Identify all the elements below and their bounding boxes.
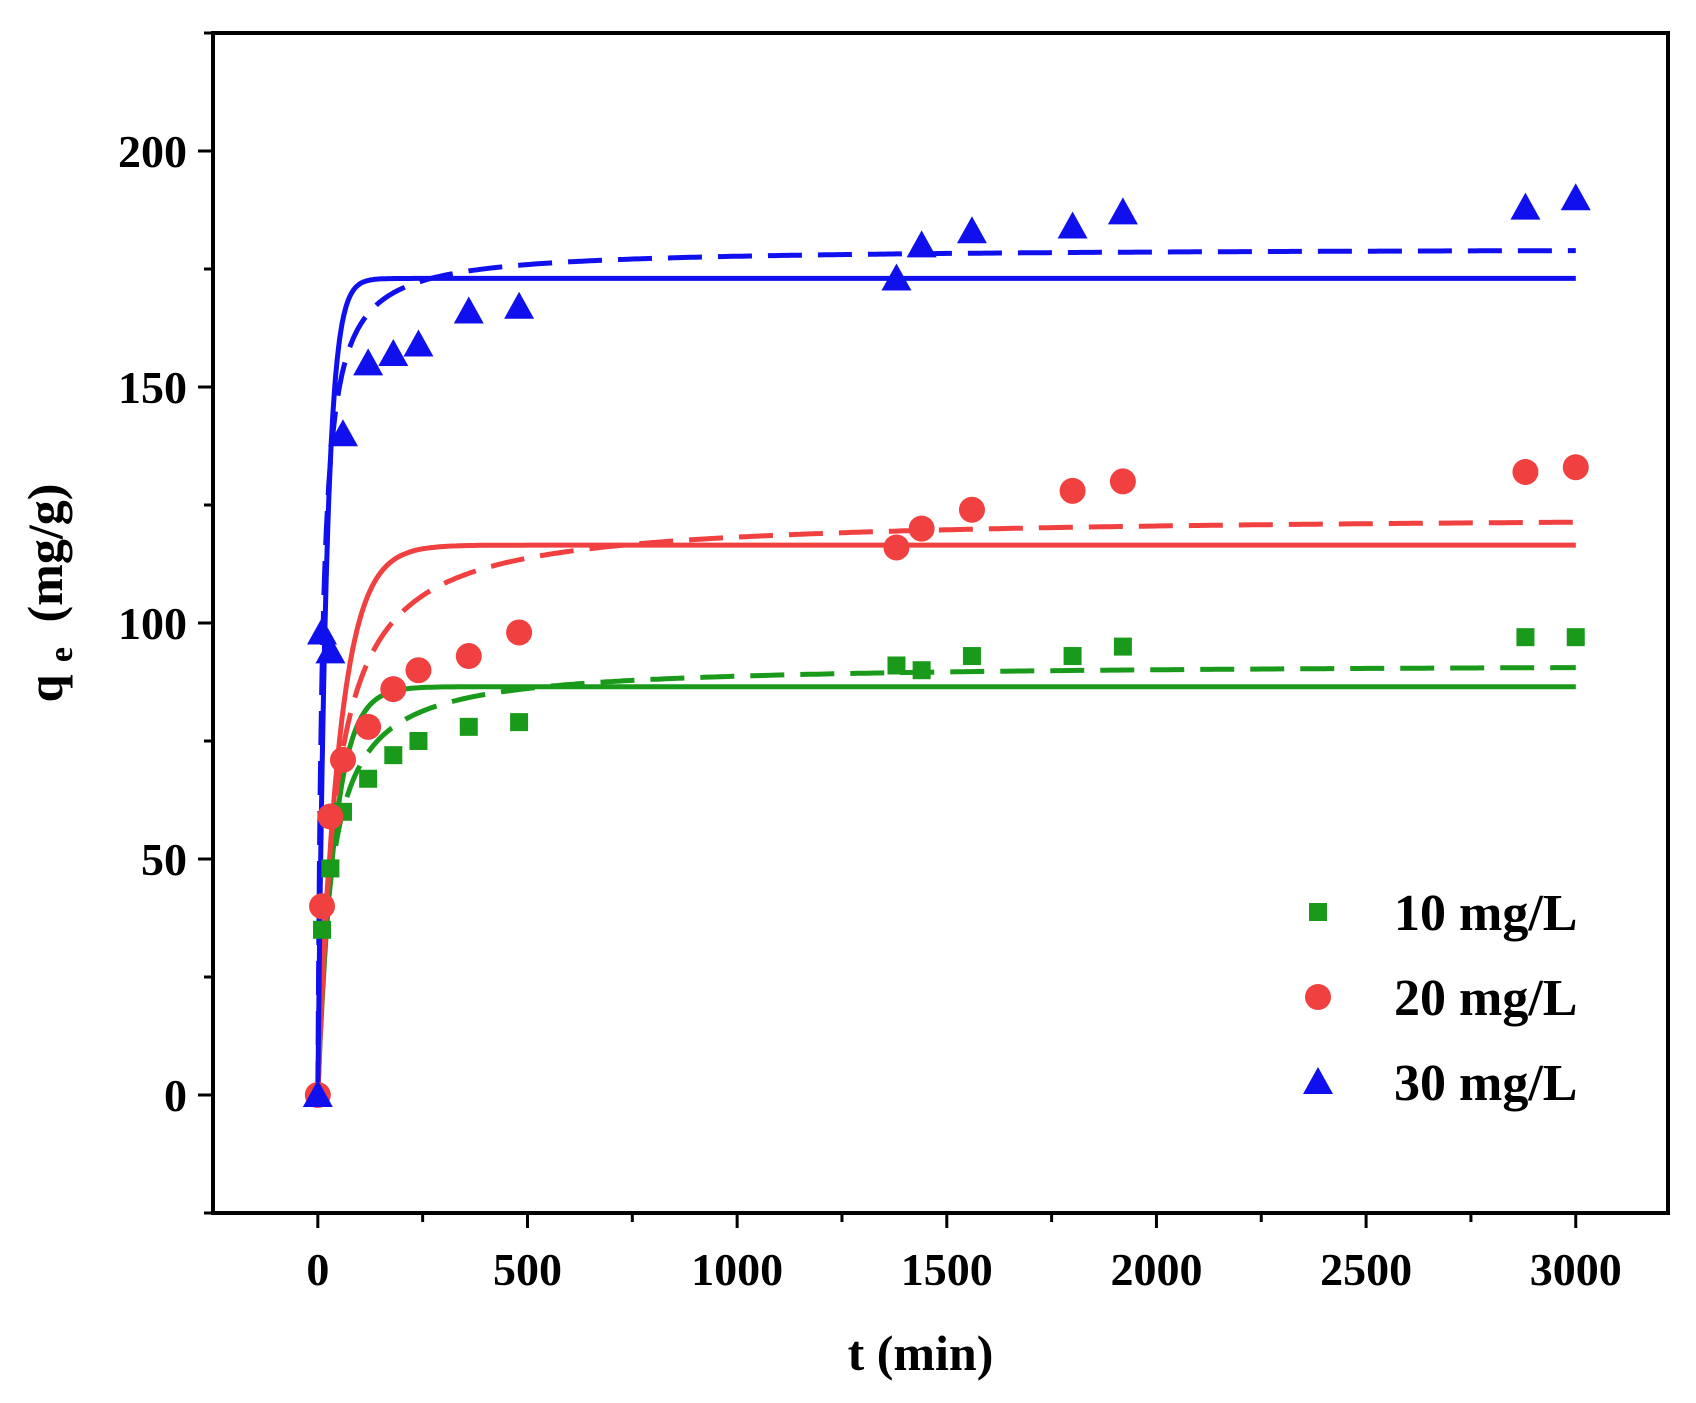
x-tick-label: 500 [493,1244,562,1295]
data-point [956,216,987,244]
data-point [962,647,981,666]
pfo-fit-line [315,542,1576,1096]
data-point [403,329,434,357]
x-tick-label: 1500 [901,1244,993,1295]
pso-fit-line [315,519,1576,1096]
data-point [1566,628,1585,647]
data-point [1560,183,1591,211]
data-points [302,183,1591,1108]
data-point [1059,477,1086,504]
legend-label: 30 mg/L [1394,1055,1577,1112]
legend-marker [1303,1067,1333,1094]
y-axis-label-subscript: e [43,647,80,662]
data-point [384,746,403,765]
data-point [459,717,478,736]
y-axis-label-unit: (mg/g) [17,484,73,623]
data-point [302,1080,333,1107]
data-point [1512,458,1539,485]
data-point [958,496,985,523]
pfo-fit-line [315,275,1576,1096]
data-point [313,920,332,939]
data-point [1057,211,1088,239]
y-tick-label: 50 [141,834,187,885]
x-tick-label: 2000 [1110,1244,1202,1295]
legend-label: 10 mg/L [1394,885,1577,942]
data-point [1063,647,1082,666]
y-tick-label: 0 [164,1070,187,1121]
pso-fit-line [315,665,1576,1096]
data-point [906,230,937,258]
data-point [309,893,336,920]
pso-fit-line [315,248,1576,1096]
data-point [1107,197,1138,225]
data-point [321,859,340,878]
data-point [327,419,358,447]
fit-curves [315,248,1576,1096]
data-point [1109,468,1136,495]
x-tick-label: 3000 [1530,1244,1622,1295]
data-point [405,657,432,684]
x-tick-label: 0 [306,1244,329,1295]
data-point [453,296,484,324]
legend-label: 20 mg/L [1394,970,1577,1027]
data-point [409,732,428,750]
pfo-fit-line [315,684,1576,1096]
x-tick-label: 1000 [691,1244,783,1295]
axis-ticks [198,31,1578,1228]
legend-marker [1305,984,1331,1010]
data-point [504,291,535,319]
data-point [883,534,910,561]
y-tick-label: 100 [118,598,187,649]
data-point [359,769,378,788]
data-point [1510,192,1541,220]
data-point [1516,628,1535,647]
data-point [1562,454,1589,481]
data-point [315,636,346,664]
data-point [908,515,935,542]
legend: 10 mg/L 20 mg/L 30 mg/L [1303,885,1577,1112]
y-axis-label: q e (mg/g) [17,484,83,703]
data-point [307,617,338,645]
data-point [353,348,384,376]
data-point [510,713,529,732]
data-point [881,263,912,291]
data-point [1113,637,1132,656]
data-point [378,338,409,366]
x-axis-label: t (min) [848,1325,994,1381]
data-point [329,746,356,773]
y-tick-label: 200 [118,126,187,177]
data-point [887,656,906,675]
x-tick-label: 2500 [1320,1244,1412,1295]
data-point [317,803,344,830]
data-point [355,713,382,740]
data-point [506,619,533,646]
y-tick-label: 150 [118,362,187,413]
data-point [912,661,931,680]
y-axis-label-symbol: q [17,674,73,702]
legend-marker [1309,903,1327,921]
tick-labels: 0 500 1000 1500 2000 2500 3000 0 50 100 150 200 [118,126,1622,1295]
data-point [380,676,407,703]
plot-frame [211,31,1670,1215]
data-point [455,643,482,670]
